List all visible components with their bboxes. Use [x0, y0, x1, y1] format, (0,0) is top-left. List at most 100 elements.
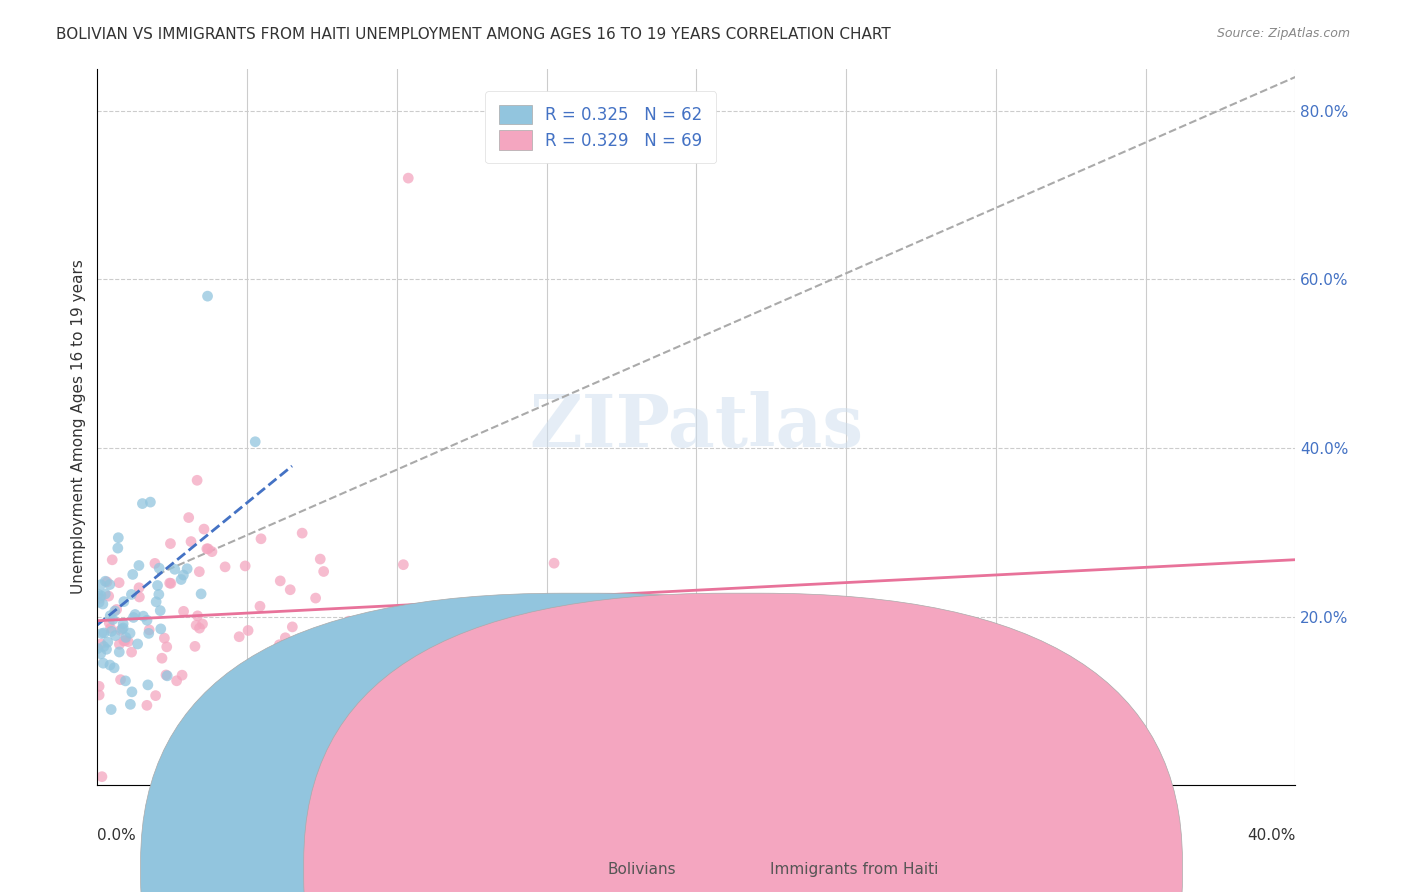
- Point: [396, 171, 419, 186]
- Point: [87, 595, 110, 609]
- Point: [337, 614, 360, 628]
- Point: [112, 594, 135, 608]
- Point: [195, 541, 218, 556]
- Point: [214, 560, 236, 574]
- Text: 0.0%: 0.0%: [97, 828, 136, 843]
- Point: [98, 658, 121, 673]
- Point: [128, 581, 150, 595]
- Point: [253, 668, 276, 682]
- Point: [187, 608, 209, 623]
- Text: Immigrants from Haiti: Immigrants from Haiti: [770, 863, 939, 877]
- Point: [87, 587, 110, 601]
- Point: [138, 623, 160, 637]
- Point: [233, 558, 256, 573]
- Point: [94, 574, 117, 589]
- Point: [114, 673, 136, 688]
- Point: [188, 621, 211, 635]
- Point: [148, 587, 170, 601]
- Point: [309, 552, 332, 566]
- Point: [156, 640, 179, 654]
- Point: [104, 629, 127, 643]
- Point: [149, 604, 172, 618]
- Point: [269, 574, 291, 588]
- Point: [120, 698, 142, 712]
- Point: [91, 597, 114, 611]
- Point: [121, 567, 143, 582]
- Text: Bolivians: Bolivians: [607, 863, 676, 877]
- Point: [193, 522, 215, 536]
- Point: [115, 631, 138, 645]
- Point: [127, 637, 149, 651]
- Point: [101, 553, 124, 567]
- Point: [249, 599, 271, 614]
- Point: [188, 565, 211, 579]
- Point: [143, 557, 166, 571]
- Point: [543, 556, 565, 570]
- Point: [163, 562, 186, 576]
- Y-axis label: Unemployment Among Ages 16 to 19 years: Unemployment Among Ages 16 to 19 years: [72, 260, 86, 594]
- Point: [245, 434, 267, 449]
- Point: [93, 640, 115, 654]
- Point: [117, 634, 139, 648]
- Point: [269, 638, 291, 652]
- Point: [278, 582, 301, 597]
- Point: [87, 679, 110, 693]
- Point: [112, 633, 135, 648]
- Point: [108, 637, 131, 651]
- Point: [186, 473, 208, 487]
- Point: [173, 604, 195, 618]
- Point: [90, 637, 112, 651]
- Point: [236, 624, 259, 638]
- Point: [180, 534, 202, 549]
- Point: [112, 616, 135, 631]
- Point: [110, 673, 132, 687]
- Point: [201, 544, 224, 558]
- Point: [156, 669, 179, 683]
- Point: [291, 526, 314, 541]
- Point: [139, 495, 162, 509]
- Point: [124, 607, 146, 622]
- Point: [98, 615, 121, 630]
- Point: [281, 620, 304, 634]
- Point: [136, 678, 159, 692]
- Point: [108, 575, 131, 590]
- Point: [172, 668, 194, 682]
- Point: [184, 640, 207, 654]
- Point: [128, 558, 150, 573]
- Point: [90, 578, 112, 592]
- Point: [149, 622, 172, 636]
- Point: [128, 590, 150, 604]
- Point: [177, 510, 200, 524]
- Point: [197, 289, 219, 303]
- Point: [105, 602, 128, 616]
- Point: [103, 661, 125, 675]
- Legend: R = 0.325   N = 62, R = 0.329   N = 69: R = 0.325 N = 62, R = 0.329 N = 69: [485, 91, 716, 163]
- Point: [104, 604, 127, 618]
- Point: [145, 595, 167, 609]
- Point: [146, 578, 169, 592]
- Point: [90, 626, 112, 640]
- Text: BOLIVIAN VS IMMIGRANTS FROM HAITI UNEMPLOYMENT AMONG AGES 16 TO 19 YEARS CORRELA: BOLIVIAN VS IMMIGRANTS FROM HAITI UNEMPL…: [56, 27, 891, 42]
- Point: [100, 702, 122, 716]
- Point: [90, 647, 112, 661]
- Point: [145, 689, 167, 703]
- Point: [153, 631, 176, 645]
- Point: [155, 668, 177, 682]
- Text: 40.0%: 40.0%: [1247, 828, 1295, 843]
- Point: [114, 633, 136, 648]
- Point: [186, 618, 208, 632]
- Point: [97, 635, 120, 649]
- Point: [100, 621, 122, 635]
- Point: [91, 770, 114, 784]
- Point: [132, 609, 155, 624]
- Point: [392, 558, 415, 572]
- Point: [159, 536, 181, 550]
- Point: [148, 561, 170, 575]
- Point: [135, 698, 157, 713]
- Point: [197, 541, 219, 556]
- Point: [90, 589, 112, 603]
- Point: [98, 608, 121, 623]
- Point: [89, 591, 111, 606]
- Point: [89, 688, 111, 702]
- Point: [121, 645, 143, 659]
